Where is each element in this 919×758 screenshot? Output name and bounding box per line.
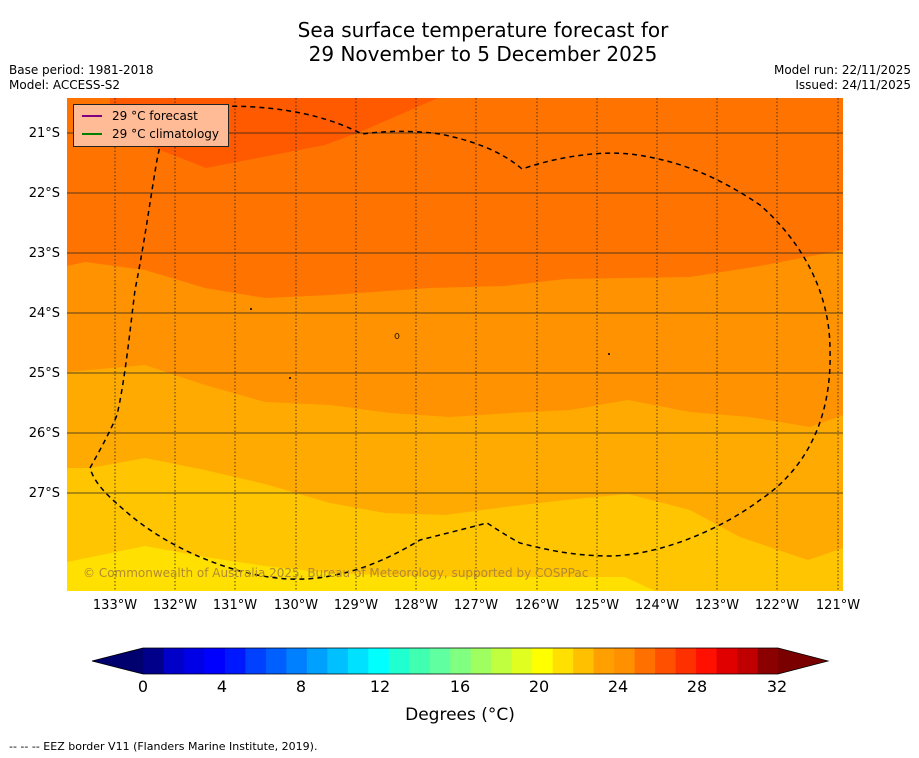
colorbar-outline (91, 647, 830, 675)
colorbar-swatch (204, 648, 226, 674)
colorbar-swatch (388, 648, 410, 674)
eez-border (89, 105, 831, 580)
colorbar-tick: 4 (216, 677, 228, 696)
legend-label-climatology: 29 °C climatology (112, 127, 220, 141)
model-info: Base period: 1981-2018 Model: ACCESS-S2 (9, 63, 154, 93)
lon-label: 125°W (574, 598, 620, 613)
lon-label: 130°W (273, 598, 319, 613)
colorbar-swatch (450, 648, 472, 674)
title-line-2: 29 November to 5 December 2025 (308, 42, 658, 66)
lat-label: 24°S (28, 306, 60, 321)
colorbar-swatch (696, 648, 717, 674)
island-marker (289, 377, 291, 379)
lat-label: 22°S (28, 186, 60, 201)
lon-label: 132°W (152, 598, 198, 613)
colorbar-swatch (327, 648, 349, 674)
lon-label: 123°W (694, 598, 740, 613)
colorbar-swatch (470, 648, 492, 674)
colorbar-swatch (737, 648, 758, 674)
colorbar-swatch (532, 648, 554, 674)
colorbar-swatch (368, 648, 390, 674)
lon-label: 133°W (92, 598, 138, 613)
colorbar-over-arrow (778, 648, 828, 674)
map-gridlines (67, 98, 843, 591)
colorbar-swatch (306, 648, 328, 674)
colorbar-swatch (655, 648, 676, 674)
colorbar-tick: 24 (607, 677, 629, 696)
colorbar-swatch (143, 648, 164, 674)
lon-label: 122°W (754, 598, 800, 613)
legend-line-green (82, 133, 102, 135)
lat-label: 27°S (28, 486, 60, 501)
colorbar-swatch (224, 648, 246, 674)
issued-date-text: Issued: 24/11/2025 (795, 78, 911, 92)
legend-entry-climatology: 29 °C climatology (82, 126, 219, 142)
lat-label: 25°S (28, 366, 60, 381)
eez-footnote: -- -- -- EEZ border V11 (Flanders Marine… (9, 740, 318, 753)
map-plot-area (67, 98, 843, 591)
colorbar-swatch (245, 648, 267, 674)
colorbar-swatch (347, 648, 369, 674)
colorbar (91, 647, 830, 675)
legend-line-purple (82, 115, 102, 117)
colorbar-swatch (491, 648, 513, 674)
colorbar-swatch (675, 648, 697, 674)
model-run-text: Model run: 22/11/2025 (773, 63, 911, 77)
run-info: Model run: 22/11/2025 Issued: 24/11/2025 (774, 63, 911, 93)
lon-label: 129°W (333, 598, 379, 613)
colorbar-swatch (614, 648, 636, 674)
colorbar-tick: 8 (295, 677, 307, 696)
copyright-notice: © Commonwealth of Australia 2025, Bureau… (83, 566, 589, 580)
lon-label: 124°W (634, 598, 680, 613)
colorbar-tick: 0 (137, 677, 149, 696)
colorbar-tick: 28 (686, 677, 708, 696)
base-period-text: Base period: 1981-2018 (9, 63, 154, 77)
colorbar-swatch (552, 648, 574, 674)
colorbar-swatch (634, 648, 656, 674)
island-marker (608, 353, 610, 355)
lat-label: 23°S (28, 246, 60, 261)
colorbar-swatch (593, 648, 615, 674)
colorbar-tick: 32 (766, 677, 788, 696)
model-name-text: Model: ACCESS-S2 (9, 78, 121, 92)
lon-label: 126°W (514, 598, 560, 613)
colorbar-swatch (757, 648, 779, 674)
chart-title: Sea surface temperature forecast for 29 … (0, 18, 919, 66)
colorbar-swatch (429, 648, 451, 674)
lon-label: 128°W (393, 598, 439, 613)
island-marker (394, 333, 400, 339)
colorbar-tick: 12 (369, 677, 391, 696)
colorbar-swatch (183, 648, 205, 674)
lon-label: 131°W (212, 598, 258, 613)
band-24-region (67, 546, 655, 591)
colorbar-title: Degrees (°C) (405, 705, 515, 725)
colorbar-swatch (573, 648, 595, 674)
colorbar-tick: 20 (528, 677, 550, 696)
colorbar-under-arrow (92, 648, 143, 674)
lon-label: 121°W (815, 598, 861, 613)
legend-label-forecast: 29 °C forecast (112, 109, 198, 123)
islands (250, 308, 610, 379)
colorbar-swatch (409, 648, 431, 674)
colorbar-swatch (716, 648, 738, 674)
colorbar-swatch (286, 648, 308, 674)
island-marker (250, 308, 252, 310)
legend-entry-forecast: 29 °C forecast (82, 108, 198, 124)
band-25-region (67, 458, 843, 591)
colorbar-tick: 16 (449, 677, 471, 696)
map-legend: 29 °C forecast 29 °C climatology (73, 104, 229, 147)
lon-label: 127°W (453, 598, 499, 613)
colorbar-swatch (163, 648, 185, 674)
colorbar-swatch (511, 648, 533, 674)
lat-label: 21°S (28, 126, 60, 141)
colorbar-swatch (265, 648, 287, 674)
lat-label: 26°S (28, 426, 60, 441)
title-line-1: Sea surface temperature forecast for (297, 18, 669, 42)
